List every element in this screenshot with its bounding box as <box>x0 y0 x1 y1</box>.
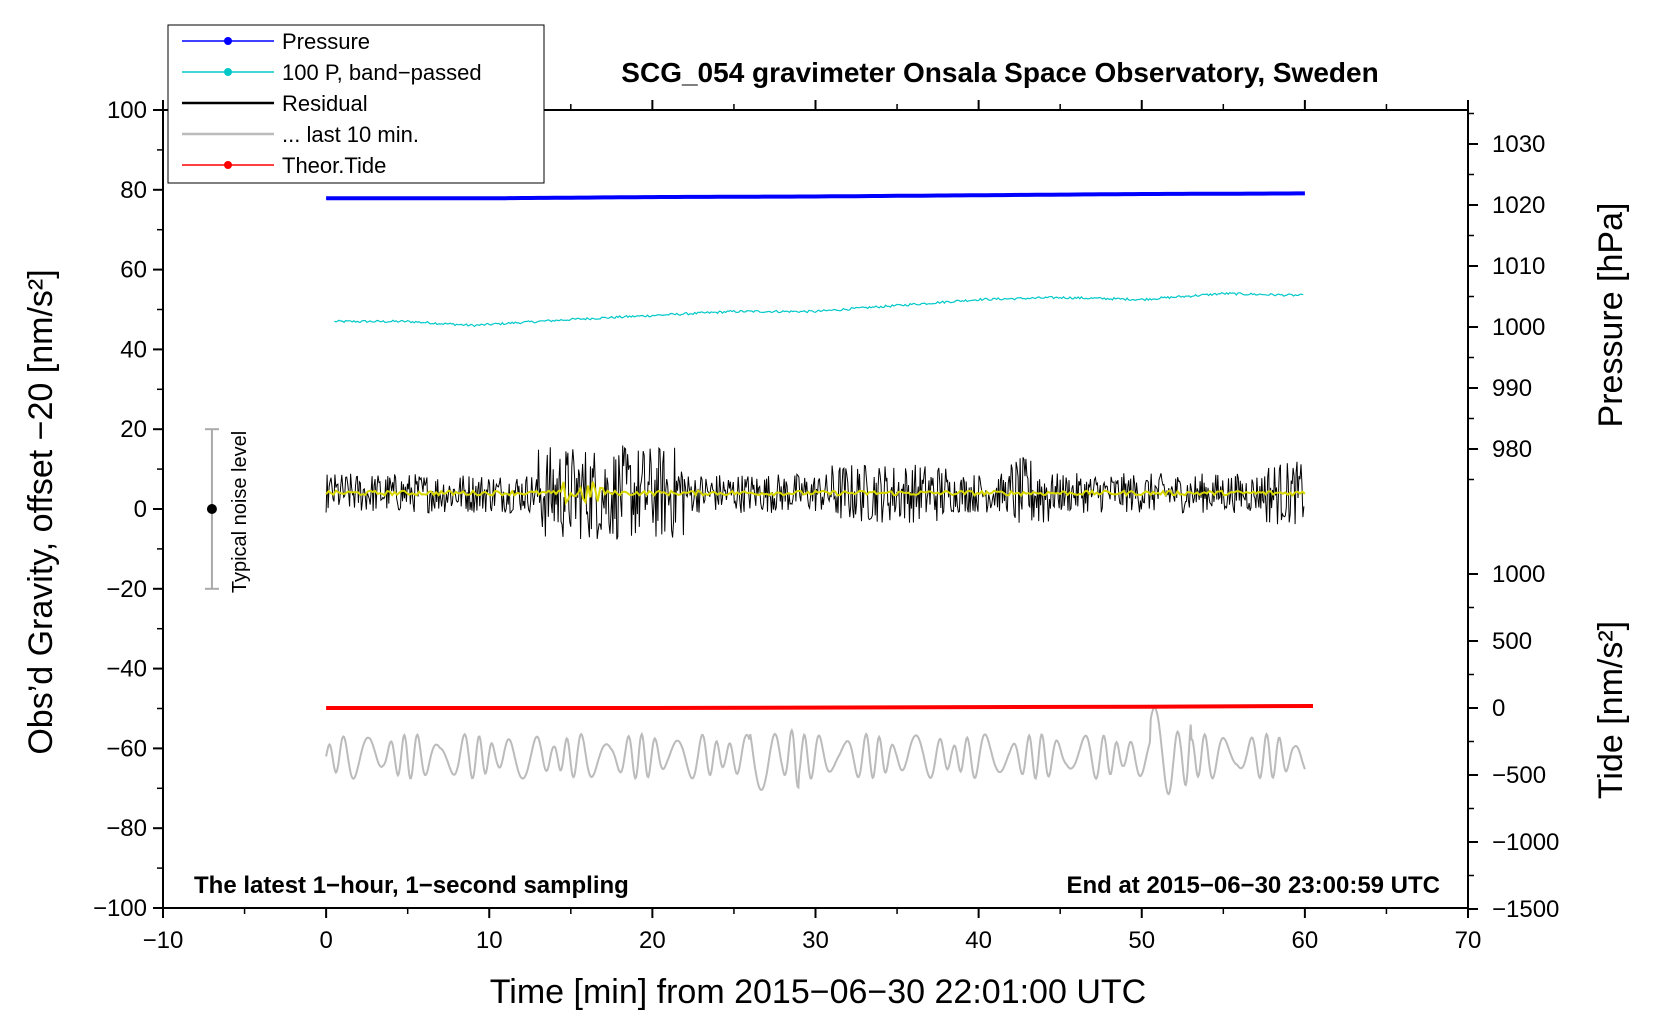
x-tick-label: 70 <box>1455 927 1482 954</box>
y-tick-label: −80 <box>106 815 147 842</box>
pressure-tick-label: 980 <box>1492 436 1532 463</box>
tide-axis-label: Tide [nm/s²] <box>1592 621 1630 799</box>
legend-label: ... last 10 min. <box>282 122 419 147</box>
pressure-tick-label: 1010 <box>1492 253 1545 280</box>
series-bandpassed-pressure <box>334 292 1304 328</box>
y-axis-label: Obs’d Gravity, offset −20 [nm/s²] <box>22 269 60 754</box>
series-theor-tide <box>326 704 1314 710</box>
legend: Pressure 100 P, band−passed Residual ... la… <box>167 24 545 184</box>
series-residual <box>325 445 1305 540</box>
series-residual-smoothed <box>325 481 1306 506</box>
series-layer <box>325 191 1314 796</box>
y-tick-label: 60 <box>120 257 147 284</box>
annotation-sampling: The latest 1−hour, 1−second sampling <box>194 872 629 899</box>
legend-marker <box>224 68 232 76</box>
x-axis-label: Time [min] from 2015−06−30 22:01:00 UTC <box>490 973 1146 1011</box>
x-tick-label: 30 <box>802 927 829 954</box>
y-tick-label: 80 <box>120 177 147 204</box>
y-tick-label: −40 <box>106 656 147 683</box>
legend-label: Residual <box>282 91 368 116</box>
tide-tick-label: 0 <box>1492 695 1505 722</box>
y-tick-label: −60 <box>106 735 147 762</box>
y-tick-label: 0 <box>134 496 147 523</box>
pressure-tick-label: 1020 <box>1492 192 1545 219</box>
series-pressure <box>326 191 1305 201</box>
pressure-axis-label: Pressure [hPa] <box>1592 203 1630 428</box>
tick-layer: −10 0 10 20 30 40 50 60 70100806040200−20−40−60−… <box>93 97 1559 954</box>
tide-tick-label: −1500 <box>1492 896 1559 923</box>
legend-label: Pressure <box>282 29 370 54</box>
x-tick-label: 50 <box>1128 927 1155 954</box>
tide-tick-label: −1000 <box>1492 829 1559 856</box>
legend-label: 100 P, band−passed <box>282 60 482 85</box>
x-tick-label: 20 <box>639 927 666 954</box>
y-tick-label: 100 <box>107 97 147 124</box>
x-tick-label: −10 <box>143 927 184 954</box>
x-tick-label: 10 <box>476 927 503 954</box>
tide-tick-label: 1000 <box>1492 561 1545 588</box>
legend-marker <box>224 161 232 169</box>
pressure-tick-label: 1030 <box>1492 131 1545 158</box>
pressure-tick-label: 990 <box>1492 375 1532 402</box>
x-tick-label: 40 <box>965 927 992 954</box>
legend-marker <box>224 37 232 45</box>
series-last-10-min <box>325 706 1306 796</box>
x-tick-label: 0 <box>319 927 332 954</box>
noise-bar-group <box>204 428 219 590</box>
y-tick-label: 40 <box>120 336 147 363</box>
tide-tick-label: 500 <box>1492 628 1532 655</box>
y-tick-label: −100 <box>93 895 147 922</box>
tide-tick-label: −500 <box>1492 762 1546 789</box>
noise-bar-center <box>206 504 217 514</box>
y-tick-label: 20 <box>120 416 147 443</box>
legend-label: Theor.Tide <box>282 153 386 178</box>
noise-level-label: Typical noise level <box>229 431 251 593</box>
pressure-tick-label: 1000 <box>1492 314 1545 341</box>
y-tick-label: −20 <box>106 576 147 603</box>
x-tick-label: 60 <box>1292 927 1319 954</box>
annotation-end-time: End at 2015−06−30 23:00:59 UTC <box>1066 872 1440 899</box>
chart-title: SCG_054 gravimeter Onsala Space Observat… <box>621 57 1378 88</box>
